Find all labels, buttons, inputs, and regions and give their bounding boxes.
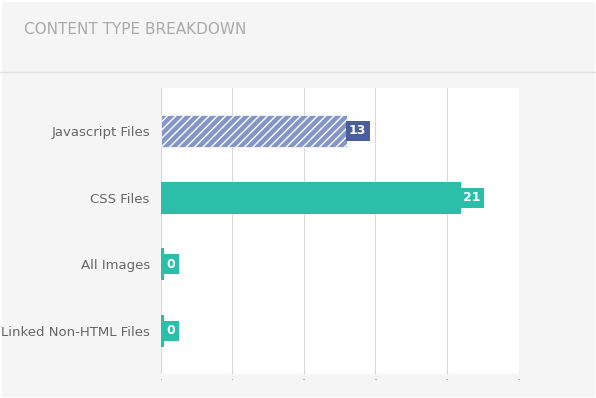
- Text: 13: 13: [349, 125, 367, 137]
- Bar: [161, 248, 164, 280]
- Bar: [161, 115, 347, 147]
- Text: 0: 0: [167, 324, 175, 337]
- Text: 21: 21: [464, 191, 481, 204]
- Text: 0: 0: [167, 258, 175, 271]
- Text: CONTENT TYPE BREAKDOWN: CONTENT TYPE BREAKDOWN: [24, 22, 246, 37]
- Bar: [161, 315, 164, 347]
- Bar: [161, 181, 461, 213]
